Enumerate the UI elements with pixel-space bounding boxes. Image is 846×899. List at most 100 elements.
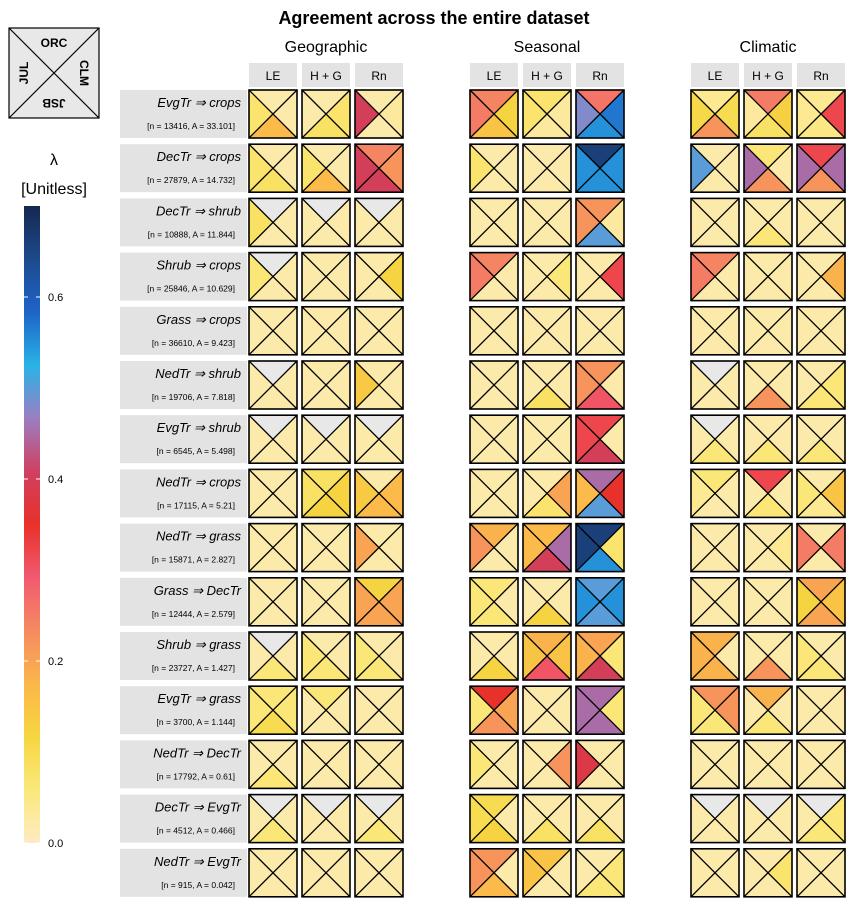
cell-triangle-clm <box>600 686 624 735</box>
colorbar-tick-label: 0.6 <box>48 292 63 304</box>
cell-triangle-jul <box>355 361 379 409</box>
cell-border <box>743 360 793 410</box>
cell-diagonal <box>248 360 298 410</box>
panel-title: Climatic <box>740 39 797 56</box>
cell-triangle-jsb <box>744 764 792 789</box>
cell-triangle-clm <box>821 469 845 518</box>
cell-triangle-jsb <box>523 439 571 464</box>
row-sublabel: [n = 36610, A = 9.423] <box>152 338 235 348</box>
cell-border <box>354 305 404 356</box>
cell-triangle-orc <box>355 848 403 873</box>
triangle-key-diagonal <box>8 27 100 119</box>
cell-triangle-jul <box>576 306 600 355</box>
column-header: H + G <box>752 69 784 83</box>
cell-triangle-jsb <box>355 710 403 735</box>
cell-triangle-jsb <box>523 872 571 897</box>
cell-triangle-jsb <box>744 601 792 626</box>
cell-diagonal <box>301 89 351 139</box>
cell-triangle-orc <box>523 848 571 873</box>
cell-triangle-jsb <box>691 222 739 247</box>
cell-triangle-jul <box>744 577 768 626</box>
cell-triangle-jul <box>302 740 326 789</box>
cell-triangle-clm <box>768 794 792 843</box>
cell-triangle-orc <box>576 469 624 494</box>
cell-diagonal <box>522 577 572 627</box>
cell-triangle-jul <box>302 794 326 843</box>
cell-diagonal <box>522 523 572 573</box>
cell-triangle-jul <box>470 415 494 464</box>
cell-triangle-jsb <box>523 547 571 572</box>
column-header: H + G <box>310 69 342 83</box>
cell-triangle-jsb <box>355 818 403 843</box>
cell-triangle-clm <box>326 740 350 789</box>
cell-border <box>301 468 351 519</box>
cell-diagonal <box>469 631 519 681</box>
row-sublabel: [n = 915, A = 0.042] <box>161 880 235 890</box>
cell-triangle-orc <box>470 415 518 440</box>
cell-triangle-jsb <box>470 222 518 247</box>
cell-triangle-clm <box>326 144 350 193</box>
cell-triangle-jul <box>470 252 494 301</box>
row-sublabel: [n = 17115, A = 5.21] <box>157 500 235 510</box>
cell-triangle-clm <box>273 415 297 464</box>
cell-triangle-clm <box>547 523 571 572</box>
cell-triangle-orc <box>744 848 792 873</box>
cell-triangle-jsb <box>302 601 350 626</box>
cell-triangle-clm <box>547 794 571 843</box>
cell-triangle-jsb <box>523 114 571 138</box>
cell-triangle-jsb <box>302 764 350 789</box>
cell-diagonal <box>796 143 846 193</box>
cell-triangle-clm <box>715 794 739 843</box>
cell-triangle-jul <box>249 469 273 518</box>
cell-triangle-orc <box>302 144 350 169</box>
cell-triangle-jul <box>523 848 547 897</box>
cell-border <box>690 197 740 248</box>
cell-triangle-jsb <box>744 114 792 138</box>
cell-triangle-clm <box>600 144 624 193</box>
cell-triangle-orc <box>249 794 297 819</box>
cell-triangle-jul <box>797 577 821 626</box>
cell-diagonal <box>248 685 298 735</box>
cell-border <box>301 739 351 790</box>
cell-triangle-clm <box>768 848 792 897</box>
cell-border <box>354 847 404 898</box>
cell-triangle-orc <box>302 198 350 223</box>
cell-border <box>796 793 846 844</box>
cell-triangle-clm <box>379 523 403 572</box>
cell-triangle-jsb <box>576 439 624 464</box>
cell-triangle-jsb <box>355 330 403 355</box>
cell-border <box>469 305 519 356</box>
cell-diagonal <box>575 577 625 627</box>
cell-triangle-clm <box>600 577 624 626</box>
cell-diagonal <box>743 143 793 193</box>
cell-border <box>690 414 740 465</box>
cell-diagonal <box>575 739 625 789</box>
cell-triangle-clm <box>326 577 350 626</box>
cell-diagonal <box>522 89 572 139</box>
cell-triangle-jsb <box>576 276 624 301</box>
colorbar <box>24 206 40 843</box>
column-header-bg <box>576 63 624 87</box>
cell-triangle-jsb <box>576 114 624 138</box>
cell-triangle-orc <box>576 848 624 873</box>
row-label: NedTr ⇒ shrub <box>155 366 241 381</box>
cell-border <box>522 468 572 519</box>
cell-triangle-clm <box>768 361 792 409</box>
cell-triangle-clm <box>821 361 845 409</box>
cell-triangle-jsb <box>355 493 403 518</box>
cell-triangle-clm <box>326 90 350 138</box>
cell-triangle-clm <box>494 306 518 355</box>
cell-triangle-jsb <box>523 222 571 247</box>
column-header-bg <box>302 63 350 87</box>
cell-triangle-jul <box>523 794 547 843</box>
cell-triangle-orc <box>691 252 739 277</box>
colorbar-symbol: λ <box>50 152 58 169</box>
cell-triangle-jul <box>249 740 273 789</box>
cell-triangle-orc <box>744 469 792 494</box>
cell-triangle-clm <box>379 577 403 626</box>
cell-border <box>248 143 298 193</box>
cell-diagonal <box>743 739 793 789</box>
cell-triangle-jul <box>355 632 379 680</box>
cell-diagonal <box>743 360 793 410</box>
cell-triangle-jsb <box>470 764 518 789</box>
